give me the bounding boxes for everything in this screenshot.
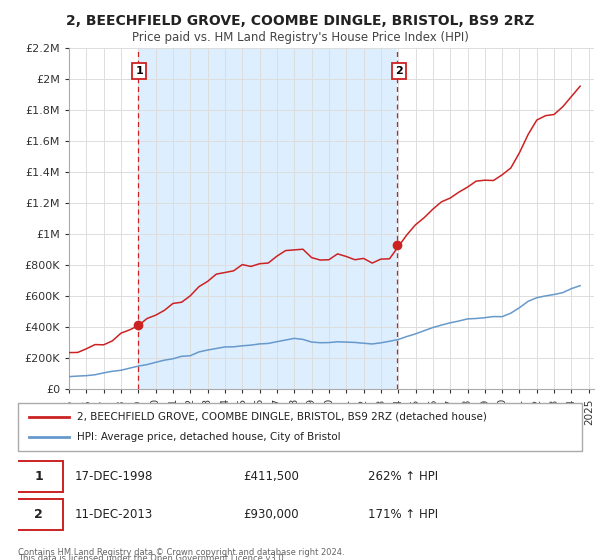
FancyBboxPatch shape bbox=[15, 499, 63, 530]
FancyBboxPatch shape bbox=[18, 403, 582, 451]
Text: 171% ↑ HPI: 171% ↑ HPI bbox=[368, 508, 438, 521]
Text: 2, BEECHFIELD GROVE, COOMBE DINGLE, BRISTOL, BS9 2RZ (detached house): 2, BEECHFIELD GROVE, COOMBE DINGLE, BRIS… bbox=[77, 412, 487, 422]
Text: 17-DEC-1998: 17-DEC-1998 bbox=[74, 470, 153, 483]
Text: HPI: Average price, detached house, City of Bristol: HPI: Average price, detached house, City… bbox=[77, 432, 341, 442]
Text: This data is licensed under the Open Government Licence v3.0.: This data is licensed under the Open Gov… bbox=[18, 554, 286, 560]
Text: 2, BEECHFIELD GROVE, COOMBE DINGLE, BRISTOL, BS9 2RZ: 2, BEECHFIELD GROVE, COOMBE DINGLE, BRIS… bbox=[66, 14, 534, 28]
Text: 1: 1 bbox=[34, 470, 43, 483]
Text: £411,500: £411,500 bbox=[244, 470, 299, 483]
FancyBboxPatch shape bbox=[15, 461, 63, 492]
Text: £930,000: £930,000 bbox=[244, 508, 299, 521]
Text: 2: 2 bbox=[34, 508, 43, 521]
Text: 1: 1 bbox=[136, 66, 143, 76]
Text: 262% ↑ HPI: 262% ↑ HPI bbox=[368, 470, 438, 483]
Text: 11-DEC-2013: 11-DEC-2013 bbox=[74, 508, 152, 521]
Text: 2: 2 bbox=[395, 66, 403, 76]
Text: Price paid vs. HM Land Registry's House Price Index (HPI): Price paid vs. HM Land Registry's House … bbox=[131, 31, 469, 44]
Bar bbox=[137, 48, 397, 389]
Text: Contains HM Land Registry data © Crown copyright and database right 2024.: Contains HM Land Registry data © Crown c… bbox=[18, 548, 344, 557]
